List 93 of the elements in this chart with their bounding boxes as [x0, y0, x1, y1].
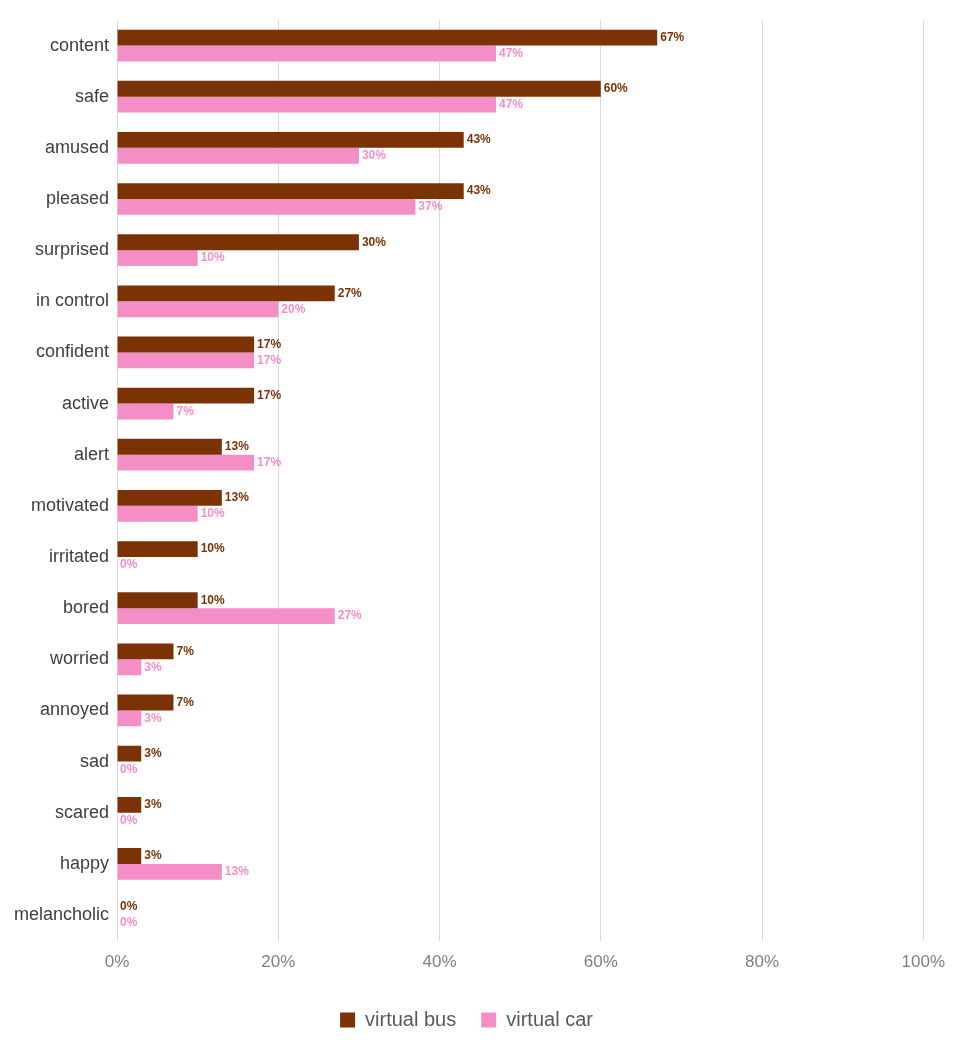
data-label: 10% [200, 506, 226, 521]
bar [117, 796, 142, 813]
data-label: 20% [281, 301, 306, 316]
bar [117, 863, 222, 880]
y-tick-label: in control [36, 290, 110, 311]
y-tick-label: confident [35, 341, 110, 362]
data-label: 0% [120, 899, 138, 914]
y-tick-label: amused [45, 136, 110, 157]
bar [117, 710, 142, 727]
bar [117, 659, 142, 676]
bar [117, 387, 255, 404]
legend-label: virtual car [506, 1007, 594, 1030]
bar [117, 301, 279, 318]
bar [117, 132, 464, 148]
bar [117, 199, 416, 215]
data-label: 17% [257, 336, 282, 351]
data-label: 67% [660, 29, 685, 44]
bar [117, 541, 198, 558]
bar [117, 438, 222, 455]
bar [117, 147, 359, 164]
bar [117, 490, 222, 506]
data-label: 3% [144, 745, 162, 760]
data-label: 0% [120, 557, 138, 572]
y-tick-label: content [50, 34, 110, 55]
y-tick-label: scared [55, 801, 110, 822]
data-label: 10% [200, 541, 226, 556]
data-label: 43% [466, 183, 492, 198]
data-label: 0% [120, 812, 138, 827]
y-tick-label: pleased [45, 187, 110, 208]
x-tick-label: 20% [261, 952, 296, 972]
data-label: 27% [337, 608, 363, 623]
y-tick-label: irritated [49, 545, 110, 566]
data-label: 17% [257, 387, 282, 402]
bar [117, 234, 359, 251]
bar [117, 643, 174, 660]
data-label: 3% [144, 848, 162, 863]
bar [117, 608, 335, 625]
bar [117, 45, 496, 62]
bar [117, 29, 658, 46]
bar [117, 352, 255, 369]
bar [117, 96, 496, 113]
data-label: 27% [337, 285, 363, 300]
y-tick-label: happy [60, 852, 110, 873]
y-tick-label: worried [49, 648, 110, 669]
data-label: 3% [144, 710, 162, 725]
bar [117, 285, 335, 302]
x-tick-label: 40% [422, 952, 457, 972]
x-tick-label: 0% [104, 952, 130, 972]
data-label: 13% [224, 864, 250, 879]
bar [117, 505, 198, 522]
data-label: 30% [361, 234, 387, 249]
y-tick-label: bored [63, 597, 110, 618]
data-label: 37% [418, 199, 443, 214]
x-tick-label: 60% [583, 952, 618, 972]
bar [117, 592, 198, 609]
data-label: 0% [120, 915, 138, 930]
x-tick-label: 80% [745, 952, 780, 972]
y-tick-label: motivated [31, 494, 110, 515]
data-label: 17% [257, 352, 282, 367]
y-tick-label: annoyed [39, 699, 110, 720]
data-label: 13% [224, 439, 250, 454]
bar [117, 454, 255, 471]
x-tick-label: 100% [901, 952, 945, 972]
data-label: 43% [466, 132, 492, 147]
bar [117, 694, 174, 711]
data-label: 7% [176, 643, 195, 658]
bar [117, 745, 142, 762]
bar [117, 80, 601, 97]
data-label: 7% [176, 403, 195, 418]
data-label: 13% [224, 490, 250, 505]
y-tick-label: melancholic [14, 904, 110, 924]
bar [117, 848, 142, 864]
data-label: 60% [603, 81, 629, 96]
bar [117, 183, 464, 200]
bar [117, 336, 255, 353]
data-label: 10% [200, 250, 226, 265]
y-tick-label: sad [80, 750, 110, 771]
data-label: 47% [498, 96, 524, 111]
y-tick-label: alert [74, 443, 110, 464]
data-label: 17% [257, 454, 282, 469]
data-label: 47% [498, 45, 524, 60]
data-label: 3% [144, 797, 162, 812]
data-label: 30% [361, 148, 387, 163]
data-label: 3% [144, 659, 162, 674]
y-tick-label: safe [75, 85, 110, 106]
data-label: 7% [176, 694, 195, 709]
bar [117, 250, 198, 267]
legend-label: virtual bus [365, 1007, 457, 1030]
data-label: 10% [200, 592, 226, 607]
y-tick-label: surprised [35, 239, 110, 260]
y-tick-label: active [62, 392, 110, 413]
data-label: 0% [120, 761, 138, 776]
bar [117, 403, 174, 420]
